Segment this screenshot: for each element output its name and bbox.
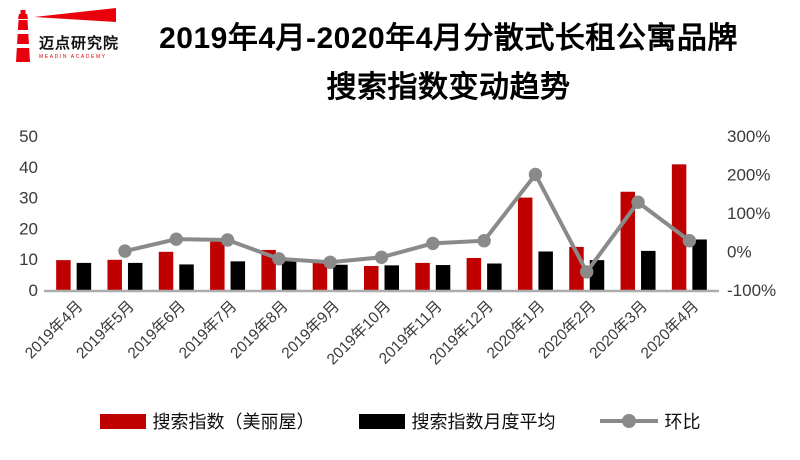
right-axis-tick-label: 200%	[727, 166, 770, 185]
black-bar-2019年5月	[127, 262, 143, 290]
red-bar-2019年11月	[415, 262, 430, 290]
mom-marker-9	[528, 167, 543, 182]
black-bar-2020年2月	[589, 260, 605, 290]
legend-item-monthly-average: 搜索指数月度平均	[358, 408, 556, 434]
mom-marker-2	[169, 232, 183, 246]
red-bar-2020年3月	[620, 191, 636, 290]
black-bar-2019年12月	[487, 263, 502, 290]
left-axis-tick-label: 0	[29, 281, 38, 300]
chart-legend: 搜索指数（美丽屋） 搜索指数月度平均 环比	[0, 408, 800, 434]
black-bar-2019年6月	[179, 264, 194, 290]
mom-marker-4	[272, 252, 286, 266]
black-bar-2019年8月	[281, 260, 297, 290]
marker-dot-icon	[621, 414, 636, 428]
legend-label: 搜索指数月度平均	[411, 412, 556, 432]
red-bar-2019年5月	[107, 259, 122, 290]
red-bar-2019年6月	[158, 251, 174, 290]
logo-text: 迈点研究院	[39, 35, 120, 52]
logo-text-block: 迈点研究院 MEADIN ACADEMY	[39, 32, 119, 60]
red-bar-2020年4月	[671, 164, 687, 290]
black-bar-2019年10月	[384, 265, 399, 290]
chart-title-line2: 搜索指数变动趋势	[326, 71, 571, 104]
mom-marker-7	[426, 236, 440, 251]
left-axis-tick-label: 50	[19, 127, 38, 146]
right-axis-tick-label: -100%	[727, 281, 776, 300]
combo-chart: 01020304050-100%0%100%200%300%2019年4月201…	[19, 127, 776, 368]
mom-marker-6	[374, 250, 389, 264]
legend-label: 搜索指数（美丽屋）	[152, 412, 315, 432]
right-axis-tick-label: 0%	[727, 243, 752, 262]
chart-title-line1: 2019年4月-2020年4月分散式长租公寓品牌	[159, 22, 738, 55]
chart-title: 2019年4月-2020年4月分散式长租公寓品牌 搜索指数变动趋势	[105, 14, 792, 112]
mom-marker-11	[631, 195, 645, 209]
red-bar-2020年1月	[517, 197, 533, 290]
left-axis-tick-label: 10	[19, 250, 38, 269]
legend-label: 环比	[664, 412, 701, 432]
black-bar-2020年4月	[692, 239, 707, 290]
mom-marker-12	[682, 234, 697, 248]
black-bar-2020年3月	[641, 250, 656, 290]
chart-area: 0 10 20 30 40 50 -100% 0% 100% 200% 300% 2019年4月 201…	[0, 115, 800, 460]
legend-item-search-index: 搜索指数（美丽屋）	[99, 408, 315, 434]
left-axis-tick-label: 20	[19, 219, 38, 238]
black-bar-2019年7月	[230, 261, 246, 290]
logo-subtext: MEADIN ACADEMY	[39, 54, 107, 60]
lighthouse-icon	[16, 8, 116, 62]
red-bar-2019年8月	[261, 249, 276, 290]
black-bar-2020年1月	[538, 251, 553, 290]
red-bar-2019年4月	[56, 260, 71, 290]
right-axis-tick-label: 100%	[727, 204, 770, 223]
black-bar-2019年11月	[435, 265, 451, 290]
red-bar-2019年7月	[210, 240, 225, 290]
mom-marker-1	[118, 244, 132, 258]
right-axis-tick-label: 300%	[727, 127, 770, 146]
mom-marker-8	[477, 234, 491, 248]
black-bar-2019年4月	[76, 262, 92, 290]
left-axis-tick-label: 40	[19, 158, 38, 177]
red-bar-swatch	[99, 413, 146, 429]
mom-line	[124, 170, 691, 276]
left-axis-tick-label: 30	[19, 189, 38, 208]
line-marker-swatch	[599, 414, 658, 428]
mom-marker-10	[580, 265, 594, 279]
mom-marker-3	[220, 233, 235, 247]
red-bar-2019年9月	[312, 262, 328, 290]
black-bar-2019年9月	[333, 264, 348, 290]
legend-item-mom-ratio: 环比	[599, 408, 701, 434]
red-bar-2019年12月	[466, 257, 482, 290]
chart-header: 迈点研究院 MEADIN ACADEMY 2019年4月-2020年4月分散式长…	[0, 0, 800, 115]
mom-marker-5	[323, 255, 337, 269]
red-bar-2019年10月	[364, 265, 379, 290]
meadin-logo: 迈点研究院 MEADIN ACADEMY	[12, 6, 122, 68]
black-bar-swatch	[358, 413, 405, 429]
